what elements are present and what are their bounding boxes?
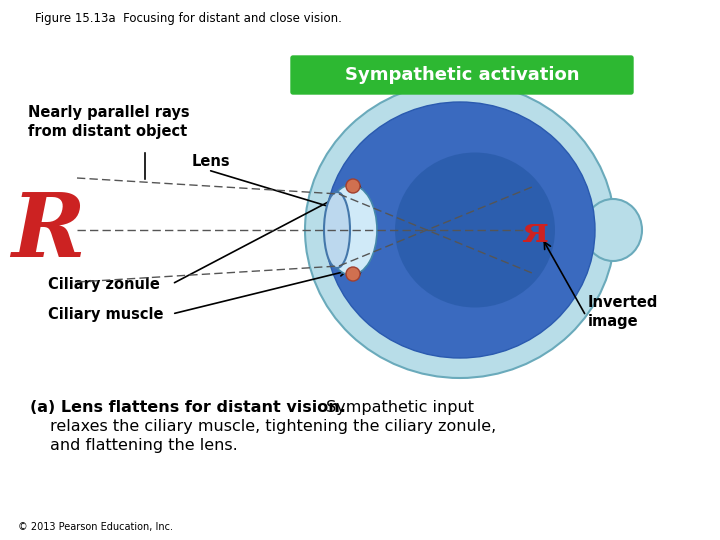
Ellipse shape xyxy=(584,199,642,261)
Ellipse shape xyxy=(395,152,555,307)
Text: я: я xyxy=(521,215,547,249)
Ellipse shape xyxy=(305,82,615,378)
Text: Ciliary zonule: Ciliary zonule xyxy=(48,276,160,292)
Ellipse shape xyxy=(325,185,377,275)
Text: Inverted
image: Inverted image xyxy=(588,295,658,329)
Text: Sympathetic input: Sympathetic input xyxy=(321,400,474,415)
Text: Nearly parallel rays
from distant object: Nearly parallel rays from distant object xyxy=(28,105,189,139)
Circle shape xyxy=(346,179,360,193)
Text: Sympathetic activation: Sympathetic activation xyxy=(345,66,580,84)
Text: R: R xyxy=(11,189,85,275)
Ellipse shape xyxy=(324,192,350,268)
Text: Lens: Lens xyxy=(192,154,230,170)
Circle shape xyxy=(346,267,360,281)
Text: Ciliary muscle: Ciliary muscle xyxy=(48,307,163,321)
Text: relaxes the ciliary muscle, tightening the ciliary zonule,: relaxes the ciliary muscle, tightening t… xyxy=(50,419,496,434)
Text: and flattening the lens.: and flattening the lens. xyxy=(50,438,238,453)
FancyBboxPatch shape xyxy=(291,56,633,94)
Text: Figure 15.13a  Focusing for distant and close vision.: Figure 15.13a Focusing for distant and c… xyxy=(35,12,342,25)
Text: (a) Lens flattens for distant vision.: (a) Lens flattens for distant vision. xyxy=(30,400,346,415)
Ellipse shape xyxy=(325,102,595,358)
Text: © 2013 Pearson Education, Inc.: © 2013 Pearson Education, Inc. xyxy=(18,522,173,532)
